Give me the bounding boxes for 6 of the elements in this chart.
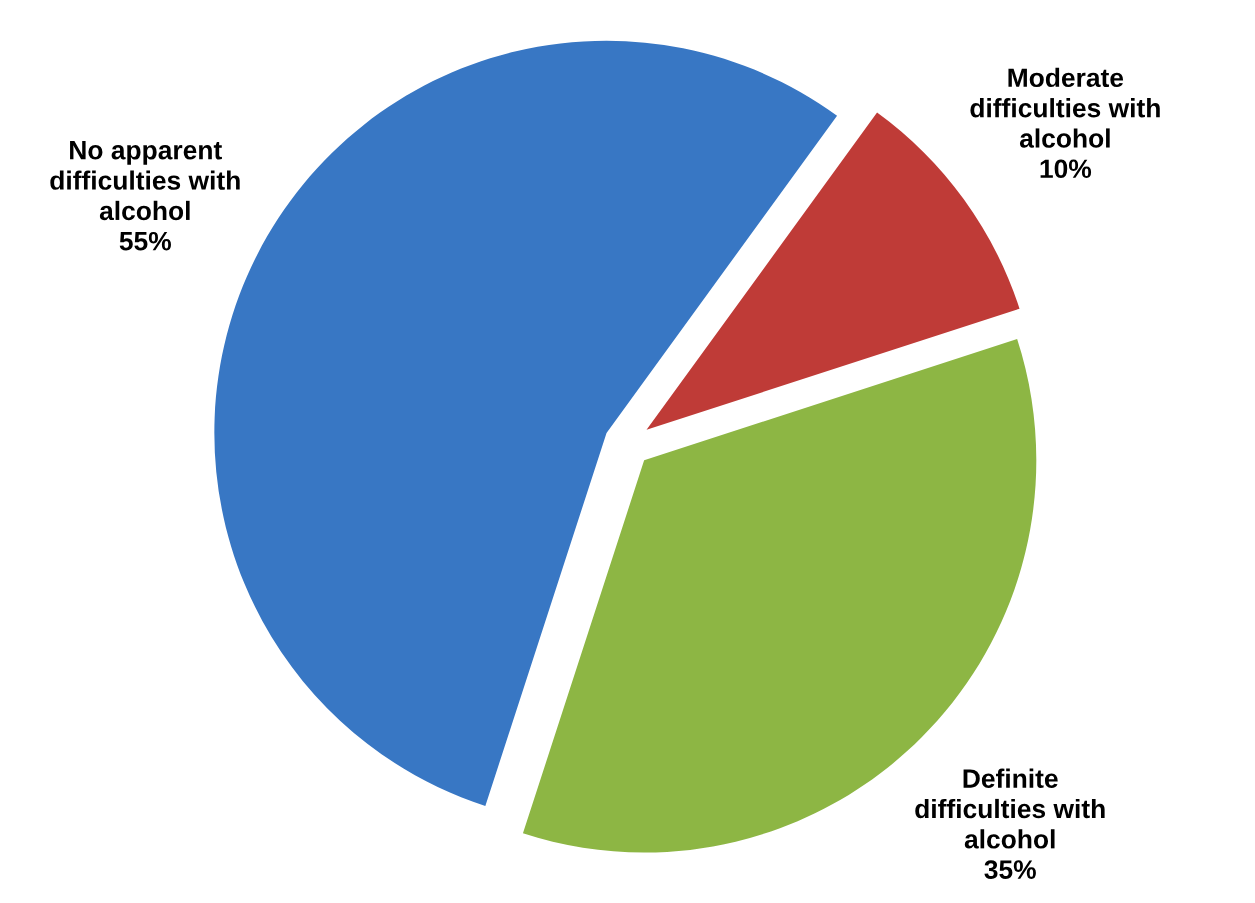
slice-label: Definite difficulties with alcohol xyxy=(915,768,1105,849)
slice-label: No apparent difficulties with alcohol xyxy=(50,141,240,221)
data-label: 10% xyxy=(1040,159,1092,179)
slice-label: Moderate difficulties with alcohol xyxy=(970,67,1160,148)
data-label: 55% xyxy=(119,231,171,251)
data-label: 35% xyxy=(984,860,1036,879)
